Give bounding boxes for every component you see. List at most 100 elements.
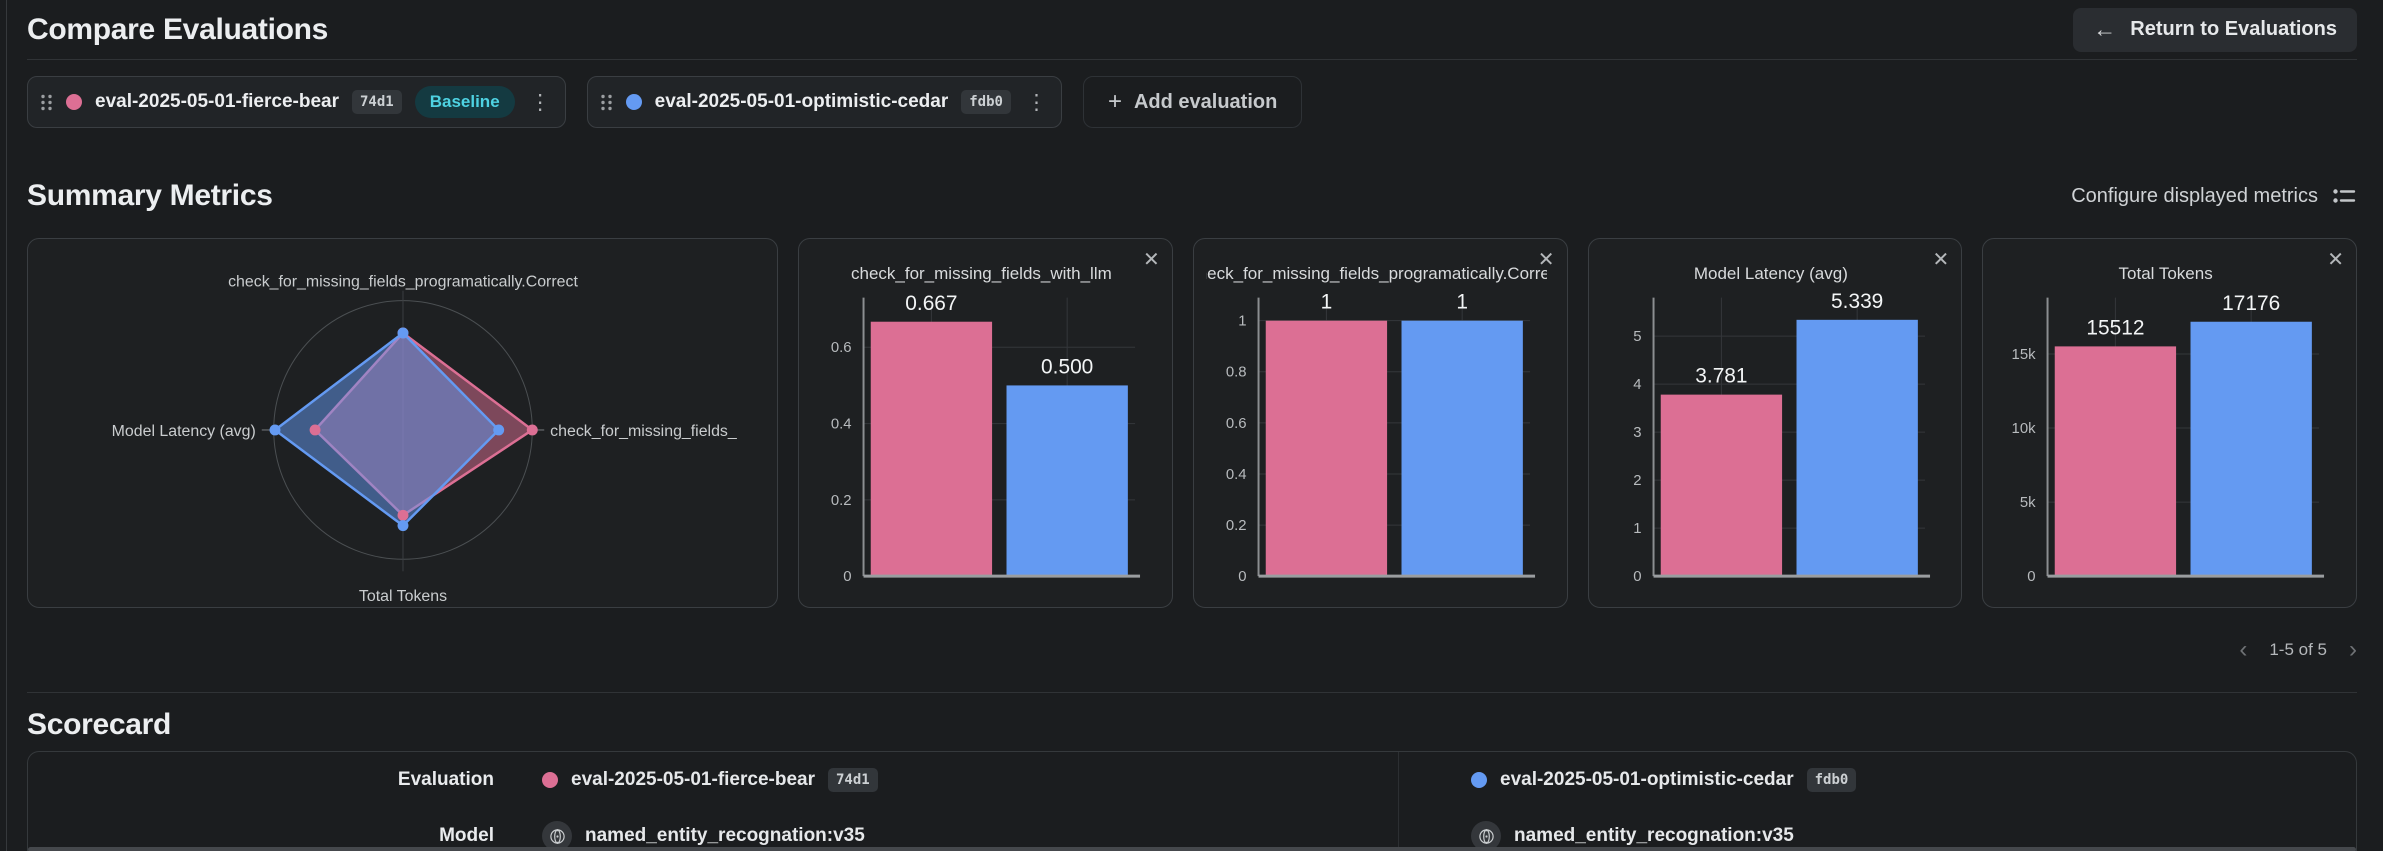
- evaluations-toolbar: eval-2025-05-01-fierce-bear 74d1 Baselin…: [27, 76, 2357, 128]
- svg-text:2: 2: [1633, 473, 1641, 489]
- svg-text:0.8: 0.8: [1226, 365, 1247, 381]
- svg-text:0: 0: [1238, 569, 1246, 585]
- bar-chart: 0 0.2 0.4 0.6 0.667 0.500: [831, 292, 1141, 585]
- scorecard-evaluation-cell: eval-2025-05-01-fierce-bear 74d1: [508, 752, 1398, 808]
- svg-text:1: 1: [1633, 521, 1641, 537]
- svg-text:0: 0: [843, 569, 851, 585]
- svg-text:15512: 15512: [2087, 316, 2145, 339]
- svg-text:0.500: 0.500: [1041, 355, 1093, 378]
- scorecard-model-cell: named_entity_recognation:v35: [1398, 808, 2356, 851]
- page-header: Compare Evaluations ← Return to Evaluati…: [27, 0, 2357, 60]
- page-title: Compare Evaluations: [27, 12, 329, 46]
- svg-text:Total Tokens: Total Tokens: [359, 588, 447, 605]
- svg-text:0.2: 0.2: [831, 493, 852, 509]
- evaluation-id-badge: fdb0: [961, 90, 1011, 114]
- svg-text:5.339: 5.339: [1831, 290, 1883, 313]
- chart-title: Total Tokens: [2118, 264, 2213, 283]
- scorecard-evaluation-cell: eval-2025-05-01-optimistic-cedar fdb0: [1398, 752, 2356, 808]
- add-evaluation-label: Add evaluation: [1133, 90, 1278, 113]
- close-icon[interactable]: ✕: [1537, 249, 1555, 271]
- svg-text:3: 3: [1633, 425, 1641, 441]
- close-icon[interactable]: ✕: [1142, 249, 1160, 271]
- close-icon[interactable]: ✕: [1932, 249, 1950, 271]
- chip-menu-icon[interactable]: ⋮: [1025, 90, 1047, 114]
- summary-card-check-for-missing-fields-programatically: ✕ check_for_missing_fields_programatical…: [1192, 238, 1568, 608]
- evaluation-id-badge: fdb0: [1806, 768, 1857, 792]
- svg-text:10k: 10k: [2012, 421, 2037, 437]
- evaluation-chip-optimistic-cedar[interactable]: eval-2025-05-01-optimistic-cedar fdb0 ⋮: [586, 76, 1062, 128]
- scorecard-title: Scorecard: [27, 708, 172, 741]
- svg-text:1: 1: [1456, 291, 1468, 314]
- radar-chart: check_for_missing_fields_programatically…: [112, 274, 738, 605]
- configure-displayed-metrics-button[interactable]: Configure displayed metrics: [2071, 183, 2357, 209]
- add-evaluation-button[interactable]: + Add evaluation: [1082, 76, 1303, 128]
- svg-text:check_for_missing_fields_progr: check_for_missing_fields_programatically…: [228, 274, 578, 291]
- scorecard-header: Scorecard: [27, 707, 2357, 743]
- evaluation-color-dot: [542, 772, 558, 788]
- chevron-left-icon[interactable]: ‹: [2239, 636, 2248, 663]
- svg-text:1: 1: [1238, 314, 1246, 330]
- svg-text:1: 1: [1320, 291, 1332, 314]
- model-icon: [542, 821, 572, 851]
- evaluation-chip-fierce-bear[interactable]: eval-2025-05-01-fierce-bear 74d1 Baselin…: [27, 76, 566, 128]
- horizontal-scrollbar[interactable]: [28, 847, 2356, 851]
- model-name: named_entity_recognation:v35: [585, 825, 865, 846]
- drag-handle-icon[interactable]: [40, 93, 53, 112]
- evaluation-color-dot: [1471, 772, 1487, 788]
- chart-title: check_for_missing_fields_programatically…: [1205, 264, 1547, 283]
- evaluation-id-badge: 74d1: [352, 90, 402, 114]
- svg-text:0.6: 0.6: [1226, 416, 1247, 432]
- svg-text:3.781: 3.781: [1695, 365, 1747, 388]
- evaluation-color-dot: [66, 94, 82, 110]
- scorecard-table: Evaluation eval-2025-05-01-fierce-bear 7…: [27, 751, 2357, 851]
- chip-menu-icon[interactable]: ⋮: [529, 90, 551, 114]
- bar-chart: 0 1 2 3 4 5 3.781 5.339: [1633, 290, 1930, 585]
- baseline-badge: Baseline: [414, 86, 515, 118]
- svg-text:17176: 17176: [2222, 292, 2280, 315]
- evaluation-name: eval-2025-05-01-fierce-bear: [571, 769, 815, 790]
- return-button-label: Return to Evaluations: [2130, 18, 2337, 40]
- svg-text:4: 4: [1633, 377, 1641, 393]
- svg-text:0.4: 0.4: [1226, 467, 1247, 483]
- evaluation-id-badge: 74d1: [828, 768, 878, 792]
- summary-card-radar: check_for_missing_fields_programatically…: [27, 238, 778, 608]
- summary-card-total-tokens: ✕ Total Tokens 0 5k 10k 15k 15512 17176: [1982, 238, 2357, 608]
- svg-text:0: 0: [1633, 569, 1641, 585]
- svg-text:0.2: 0.2: [1226, 518, 1247, 534]
- summary-metrics-header: Summary Metrics Configure displayed metr…: [27, 178, 2357, 214]
- svg-text:0.6: 0.6: [831, 340, 852, 356]
- summary-metrics-title: Summary Metrics: [27, 179, 273, 212]
- plus-icon: +: [1107, 88, 1122, 115]
- svg-text:0.4: 0.4: [831, 417, 852, 433]
- svg-text:5k: 5k: [2020, 495, 2036, 511]
- svg-text:0: 0: [2028, 569, 2036, 585]
- drag-handle-icon[interactable]: [600, 93, 613, 112]
- svg-text:check_for_missing_fields_: check_for_missing_fields_: [550, 423, 738, 440]
- chart-title: Model Latency (avg): [1693, 264, 1848, 283]
- scorecard-row-label-model: Model: [439, 825, 494, 846]
- scorecard-row-label-evaluation: Evaluation: [397, 769, 494, 790]
- close-icon[interactable]: ✕: [2327, 249, 2344, 271]
- left-arrow-icon: ←: [2093, 16, 2117, 42]
- summary-metrics-cards: check_for_missing_fields_programatically…: [27, 238, 2357, 608]
- evaluation-name: eval-2025-05-01-fierce-bear: [95, 91, 339, 112]
- svg-text:0.667: 0.667: [905, 292, 957, 315]
- summary-card-check-for-missing-fields-with-llm: ✕ check_for_missing_fields_with_llm 0 0.2…: [798, 238, 1173, 608]
- evaluation-color-dot: [625, 94, 642, 110]
- evaluation-name: eval-2025-05-01-optimistic-cedar: [1500, 769, 1794, 790]
- return-to-evaluations-button[interactable]: ← Return to Evaluations: [2073, 7, 2357, 52]
- bar-chart: 0 0.2 0.4 0.6 0.8 1 1 1: [1226, 291, 1535, 585]
- scorecard-model-cell: named_entity_recognation:v35: [508, 808, 1398, 851]
- evaluation-name: eval-2025-05-01-optimistic-cedar: [654, 91, 949, 112]
- pagination-range: 1-5 of 5: [2269, 640, 2327, 659]
- model-name: named_entity_recognation:v35: [1514, 825, 1794, 846]
- summary-pagination: ‹ 1-5 of 5 ›: [27, 632, 2357, 668]
- svg-text:15k: 15k: [2012, 347, 2037, 363]
- bar-chart: 0 5k 10k 15k 15512 17176: [2012, 292, 2325, 585]
- chart-title: check_for_missing_fields_with_llm: [850, 264, 1112, 283]
- summary-card-model-latency: ✕ Model Latency (avg) 0 1 2 3 4 5 3.781 5.339: [1587, 238, 1963, 608]
- model-icon: [1471, 821, 1501, 851]
- chevron-right-icon[interactable]: ›: [2349, 636, 2357, 663]
- svg-text:5: 5: [1633, 329, 1641, 345]
